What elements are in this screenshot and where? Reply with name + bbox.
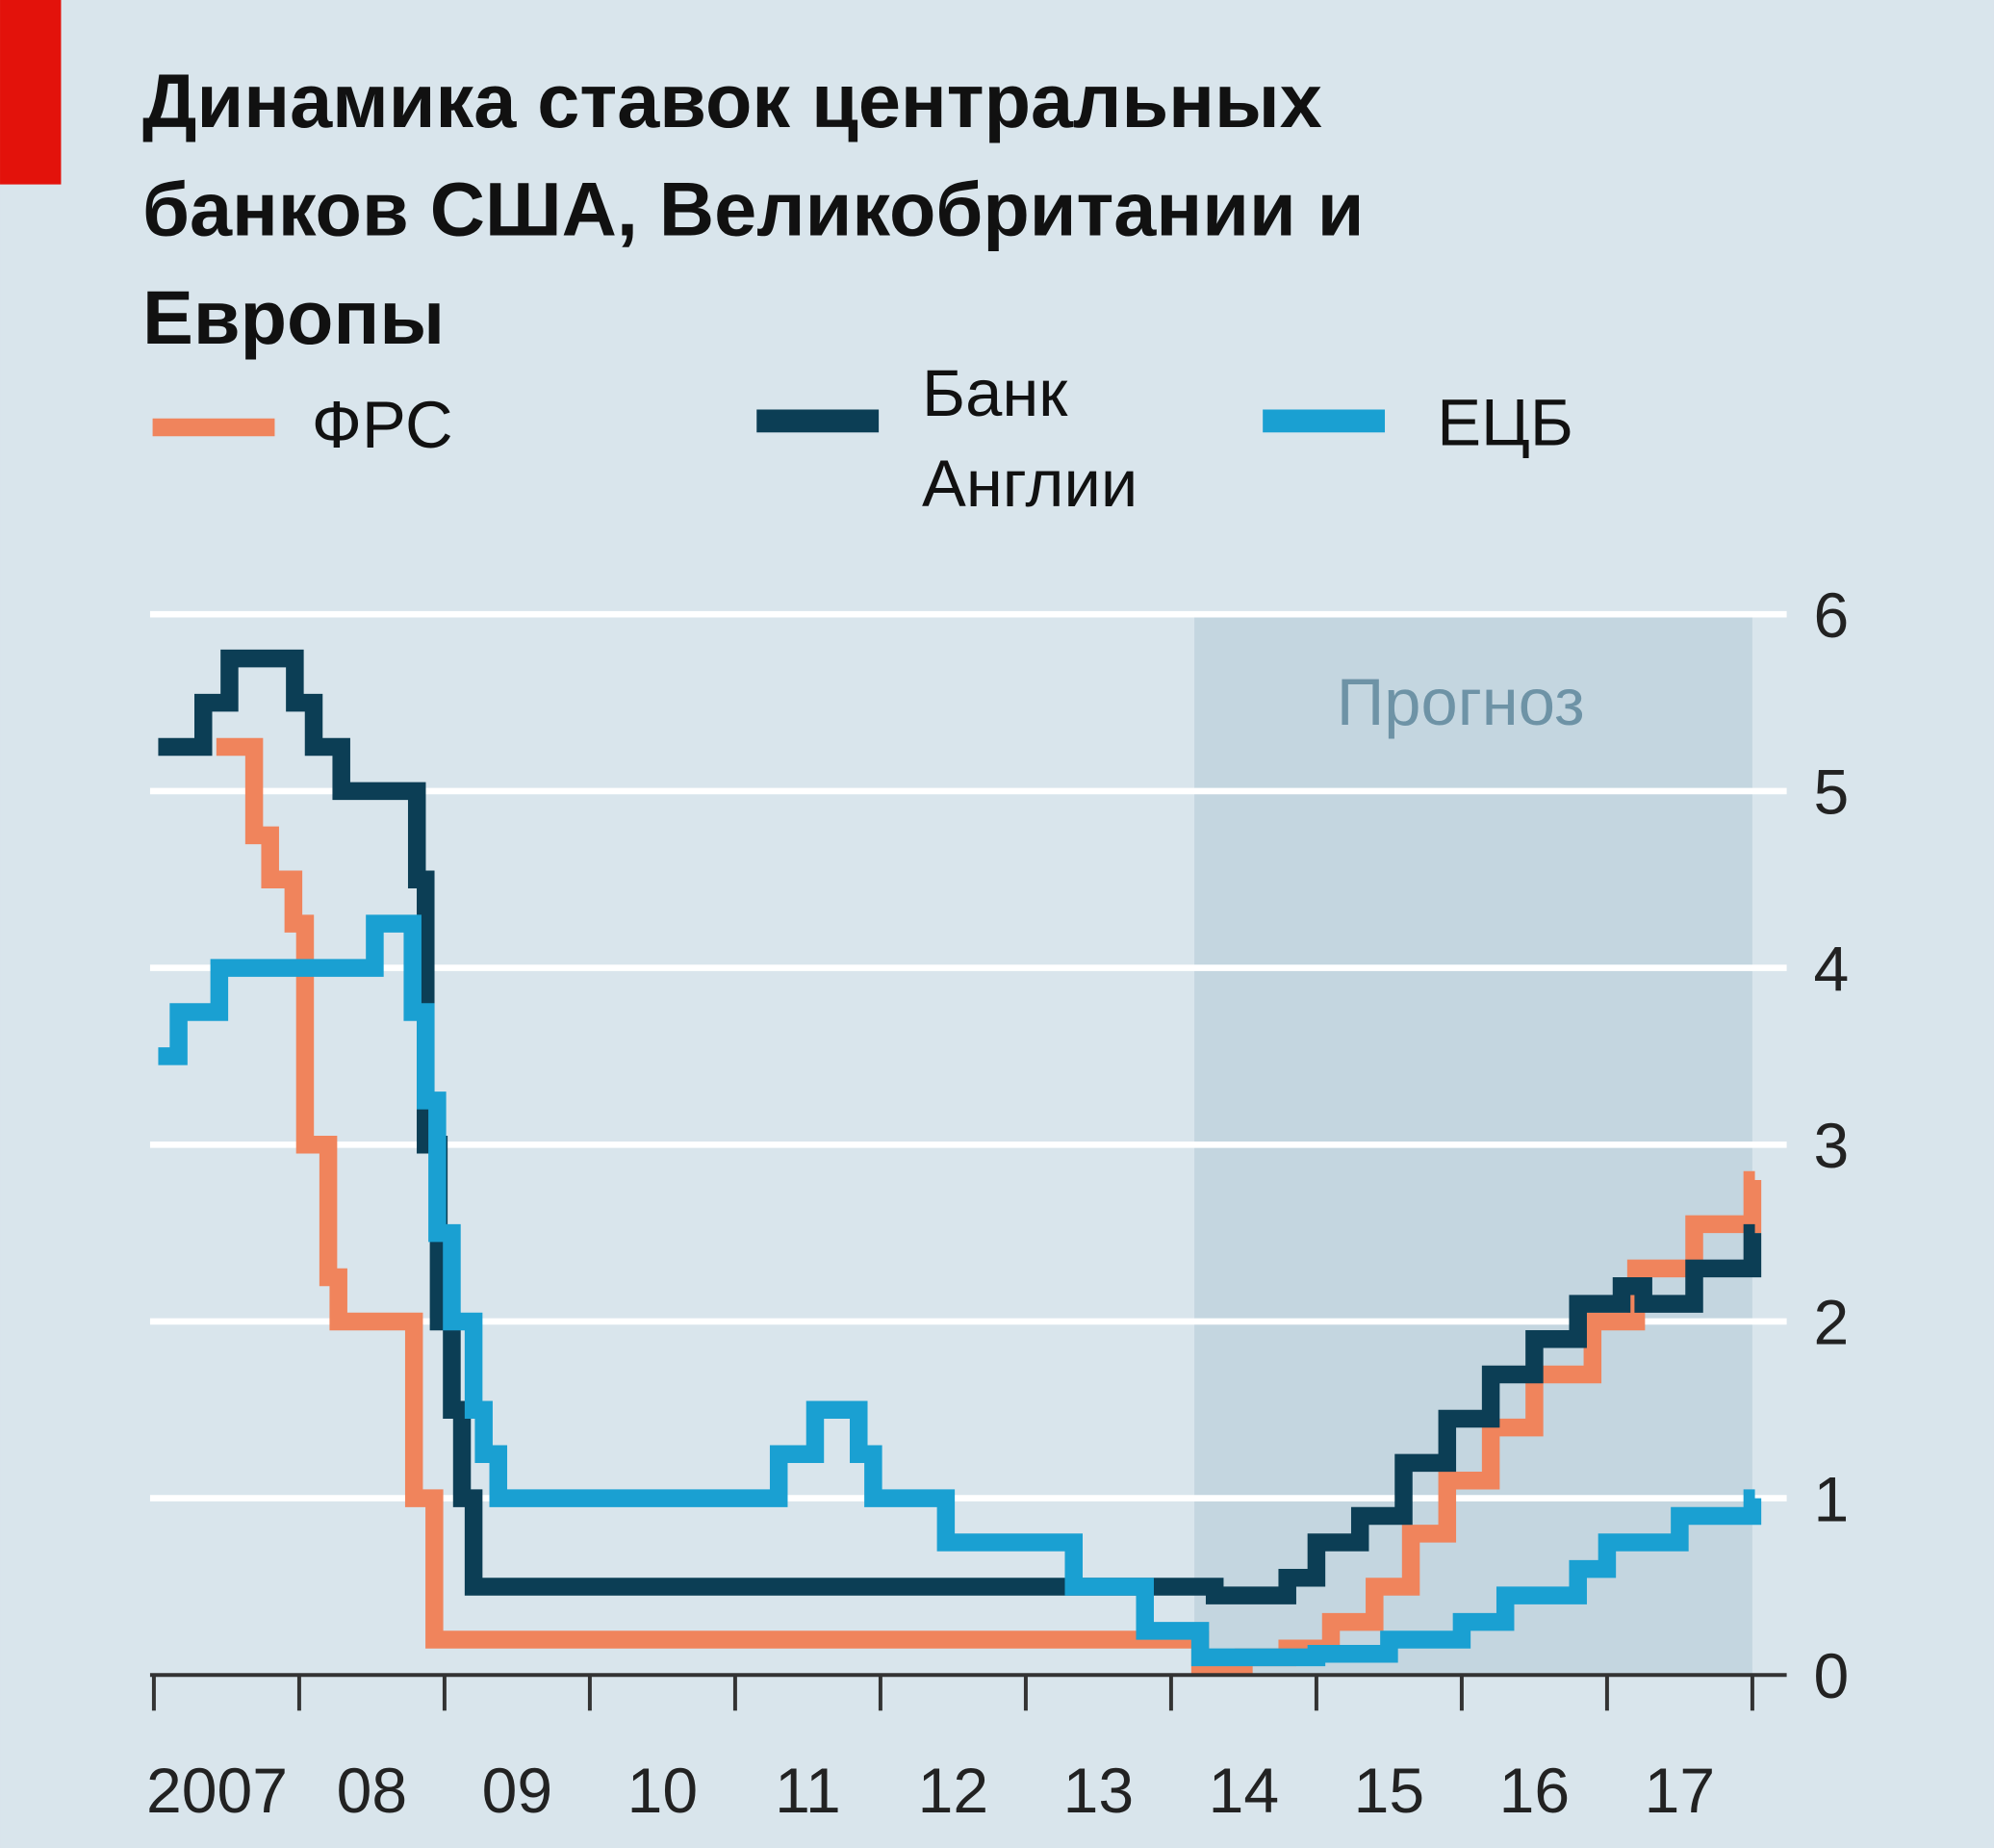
legend-label-fed: ФРС xyxy=(312,388,453,462)
chart-title-line-3: Европы xyxy=(142,274,445,360)
x-tick-label: 16 xyxy=(1499,1756,1570,1827)
x-tick-label: 12 xyxy=(918,1756,988,1827)
x-tick-label: 14 xyxy=(1209,1756,1279,1827)
legend-label-boe-line-2: Англии xyxy=(922,447,1138,521)
y-tick-label: 6 xyxy=(1813,580,1849,652)
forecast-label: Прогноз xyxy=(1337,665,1585,739)
x-tick-label: 17 xyxy=(1645,1756,1715,1827)
x-tick-label: 10 xyxy=(627,1756,698,1827)
legend: ФРС Банк Англии ЕЦБ xyxy=(152,356,1573,521)
series-line-boe xyxy=(158,649,1762,1604)
x-tick-label: 2007 xyxy=(146,1756,288,1827)
series-line-ecb xyxy=(158,914,1762,1667)
y-tick-label: 3 xyxy=(1813,1111,1849,1182)
x-tick-label: 09 xyxy=(482,1756,552,1827)
legend-swatch-boe xyxy=(756,409,880,433)
legend-label-ecb: ЕЦБ xyxy=(1437,385,1573,459)
y-tick-label: 4 xyxy=(1813,934,1849,1005)
x-tick-label: 11 xyxy=(775,1756,841,1827)
legend-label-boe-line-1: Банк xyxy=(922,356,1068,430)
chart-title-line-2: банков США, Великобритании и xyxy=(142,166,1364,251)
legend-swatch-ecb xyxy=(1263,409,1386,433)
y-tick-label: 1 xyxy=(1813,1464,1849,1535)
x-tick-label: 13 xyxy=(1063,1756,1134,1827)
chart-title-line-1: Динамика ставок центральных xyxy=(142,58,1322,143)
y-tick-label: 2 xyxy=(1813,1288,1849,1359)
x-tick-label: 08 xyxy=(337,1756,407,1827)
brand-red-bar xyxy=(0,0,62,185)
y-tick-label: 0 xyxy=(1813,1641,1849,1712)
x-tick-label: 15 xyxy=(1354,1756,1424,1827)
y-tick-label: 5 xyxy=(1813,757,1849,829)
legend-swatch-fed xyxy=(152,418,275,437)
